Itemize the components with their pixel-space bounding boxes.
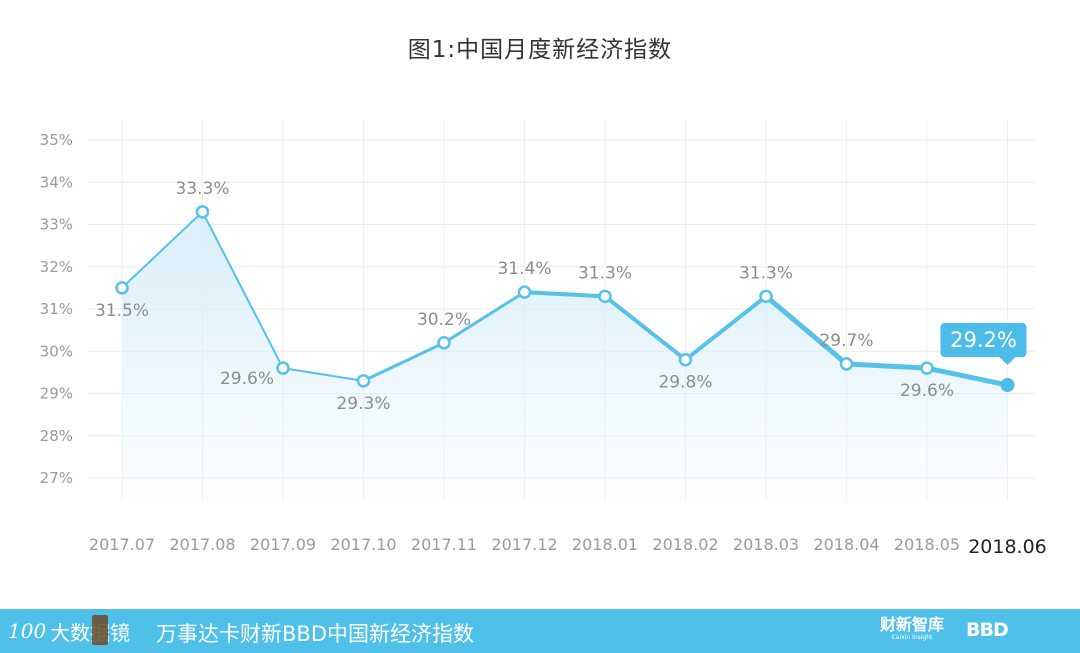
y-tick-label: 27% [40,469,73,487]
data-point [356,374,371,388]
series-line-segment [201,210,284,370]
data-point [437,336,451,350]
bbd-logo: BBD [966,619,1009,641]
line-chart: 27% 28% 29% 30% 31% 32% 33% 34% 35% 31.5% 33.3% 29.… [40,120,1047,558]
x-tick-label: 2018.02 [652,535,718,554]
chart-title: 图1:中国月度新经济指数 [407,37,673,63]
x-tick-label: 2017.11 [411,535,477,554]
x-tick-label: 2018.05 [894,535,960,554]
data-point [195,205,210,219]
highlight-data-point [1000,378,1015,393]
logo-mark: 100 [8,619,47,643]
data-label: 29.3% [336,394,390,414]
caixin-insight-logo: 财新智库 Caixin Insight [880,616,944,642]
x-tick-label: 2017.07 [89,535,155,554]
caixin-logo-subtext: Caixin Insight [891,634,933,641]
y-tick-label: 31% [40,300,73,318]
data-point [276,361,290,375]
y-tick-label: 29% [40,385,73,403]
series-line-segment [522,290,607,299]
highlight-callout-box [940,323,1027,358]
logo-text: 大数据镜 [50,620,131,645]
x-tick-label: 2018.04 [813,535,879,554]
x-tick-label: 2017.09 [250,535,316,554]
data-label: 33.3% [175,179,229,199]
series-line-segment [924,365,1010,388]
data-label: 29.8% [658,373,712,393]
y-tick-label: 35% [40,131,73,149]
series-line-segment [121,210,204,289]
data-label: 29.6% [900,381,954,401]
data-label: 31.3% [739,263,793,283]
y-tick-label: 30% [40,342,73,360]
x-tick-label: 2017.12 [491,535,557,554]
area-fill [122,211,1008,498]
y-tick-label: 34% [40,173,73,191]
x-tick-label: 2018.03 [733,535,799,554]
x-tick-label: 2018.06 [968,536,1047,558]
device-icon [92,615,108,645]
series-line-segment [763,293,849,367]
data-point [115,281,129,295]
x-tick-label: 2017.10 [330,535,396,554]
data-label: 31.3% [578,263,632,283]
data-point [678,352,693,367]
x-tick-label: 2017.08 [169,535,235,554]
data-point [920,361,934,375]
y-tick-label: 32% [40,258,73,276]
data-point [839,357,854,371]
footer-caption: 万事达卡财新BBD中国新经济指数 [156,622,474,646]
data-label: 31.5% [95,301,149,321]
series-line-segment [442,290,526,345]
series-line-segment [683,294,768,362]
data-label: 30.2% [417,310,471,330]
data-label: 31.4% [497,259,551,279]
footer-bar: 100 大数据镜 万事达卡财新BBD中国新经济指数 财新智库 Caixin In… [0,609,1080,653]
highlight-data-label: 29.2% [950,328,1017,352]
y-tick-label: 33% [40,216,73,234]
series-line-segment [603,294,688,362]
series-line-segment [362,341,446,383]
y-tick-label: 28% [40,427,73,445]
data-point [598,289,612,304]
data-point [517,285,532,299]
x-tick-label: 2018.01 [572,535,638,554]
series-line-segment [282,367,365,382]
data-point [759,289,773,304]
footer-logo: 100 大数据镜 [8,615,148,645]
series-line-segment [844,361,930,371]
data-label: 29.6% [220,369,274,389]
highlight-callout-pointer [999,357,1016,366]
caixin-logo-text: 财新智库 [880,615,945,634]
data-label: 29.7% [819,331,873,351]
